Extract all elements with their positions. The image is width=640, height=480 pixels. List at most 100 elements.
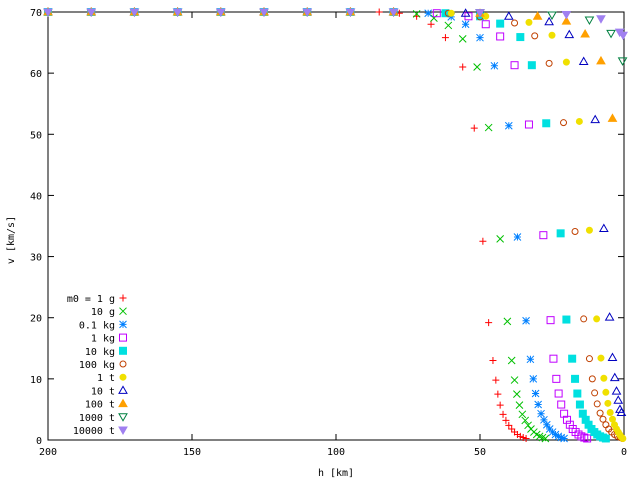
legend-marker [119, 346, 127, 355]
data-point [542, 420, 551, 429]
data-point [597, 354, 605, 362]
data-point [593, 315, 601, 323]
data-point [616, 407, 627, 416]
data-point [461, 20, 470, 29]
legend-label: 100 t [85, 400, 115, 411]
data-point [596, 15, 606, 24]
data-point [516, 33, 525, 42]
y-tick-label: 20 [30, 314, 42, 325]
data-point [481, 20, 490, 29]
data-point [503, 317, 512, 326]
data-point [613, 395, 624, 404]
data-point [510, 61, 519, 70]
data-point [565, 420, 574, 429]
data-point [476, 33, 484, 42]
data-point [43, 8, 53, 18]
data-point [489, 357, 497, 365]
y-tick-label: 50 [30, 130, 42, 141]
data-point [602, 421, 610, 429]
legend-marker [119, 360, 127, 368]
data-point [531, 389, 540, 398]
y-tick-label: 0 [36, 436, 42, 447]
data-point [479, 237, 487, 245]
data-point [475, 9, 485, 18]
data-point [496, 234, 505, 243]
data-point [585, 355, 593, 363]
x-tick-label: 200 [39, 447, 57, 458]
data-point [547, 11, 557, 21]
legend-marker [118, 385, 128, 394]
data-point [259, 8, 269, 18]
data-point [524, 120, 533, 129]
data-point [504, 121, 513, 130]
data-point [561, 16, 572, 25]
data-point [539, 231, 548, 240]
legend-marker [118, 426, 128, 436]
data-point [535, 432, 544, 441]
data-point [447, 9, 455, 17]
data-point [345, 8, 356, 18]
data-point [519, 434, 527, 442]
x-tick-label: 50 [474, 447, 486, 458]
data-point [447, 13, 456, 21]
data-point [503, 11, 514, 20]
legend-marker [118, 413, 128, 422]
data-point [604, 312, 615, 321]
series-4 [44, 8, 610, 443]
data-point [588, 375, 596, 383]
data-point [571, 374, 580, 383]
data-point [560, 119, 568, 127]
data-point [508, 425, 516, 433]
data-point [593, 400, 601, 408]
data-point [441, 34, 449, 42]
data-point [596, 409, 604, 417]
data-point [546, 316, 555, 325]
data-point [583, 434, 592, 443]
data-point [573, 389, 582, 398]
data-point [557, 400, 566, 409]
data-point [430, 14, 438, 22]
data-point [564, 29, 575, 39]
data-point [561, 10, 572, 20]
data-point [556, 229, 565, 238]
data-point [552, 374, 561, 383]
data-point [580, 315, 588, 323]
data-point [580, 29, 590, 38]
data-point [549, 354, 558, 363]
legend-label: 1 kg [91, 334, 115, 345]
data-point [575, 400, 584, 409]
data-point [584, 16, 595, 25]
data-point [129, 8, 140, 18]
data-point [484, 123, 493, 132]
data-point [375, 8, 383, 16]
x-tick-label: 0 [621, 447, 627, 458]
data-point [518, 410, 527, 419]
data-point [596, 55, 606, 65]
legend-marker [118, 398, 128, 408]
data-point [604, 399, 612, 407]
data-point [562, 315, 571, 324]
data-point [545, 59, 553, 67]
data-point [542, 119, 551, 128]
data-point [511, 19, 519, 27]
data-point [611, 386, 622, 395]
legend-label: 10 g [91, 307, 115, 318]
data-point [560, 409, 569, 418]
data-point [606, 408, 614, 416]
data-point [412, 9, 421, 18]
data-point [562, 415, 571, 424]
data-point [522, 316, 530, 325]
data-point [554, 389, 563, 398]
data-point [485, 319, 493, 327]
data-point [496, 32, 505, 41]
legend-marker [119, 333, 127, 342]
y-tick-label: 40 [30, 191, 42, 202]
data-point [602, 388, 610, 396]
data-point [86, 8, 97, 18]
data-point [544, 16, 554, 26]
data-point [510, 376, 519, 384]
data-point [618, 31, 628, 41]
legend-label: 10 kg [85, 347, 115, 358]
data-point [557, 433, 566, 442]
data-point [575, 117, 583, 125]
